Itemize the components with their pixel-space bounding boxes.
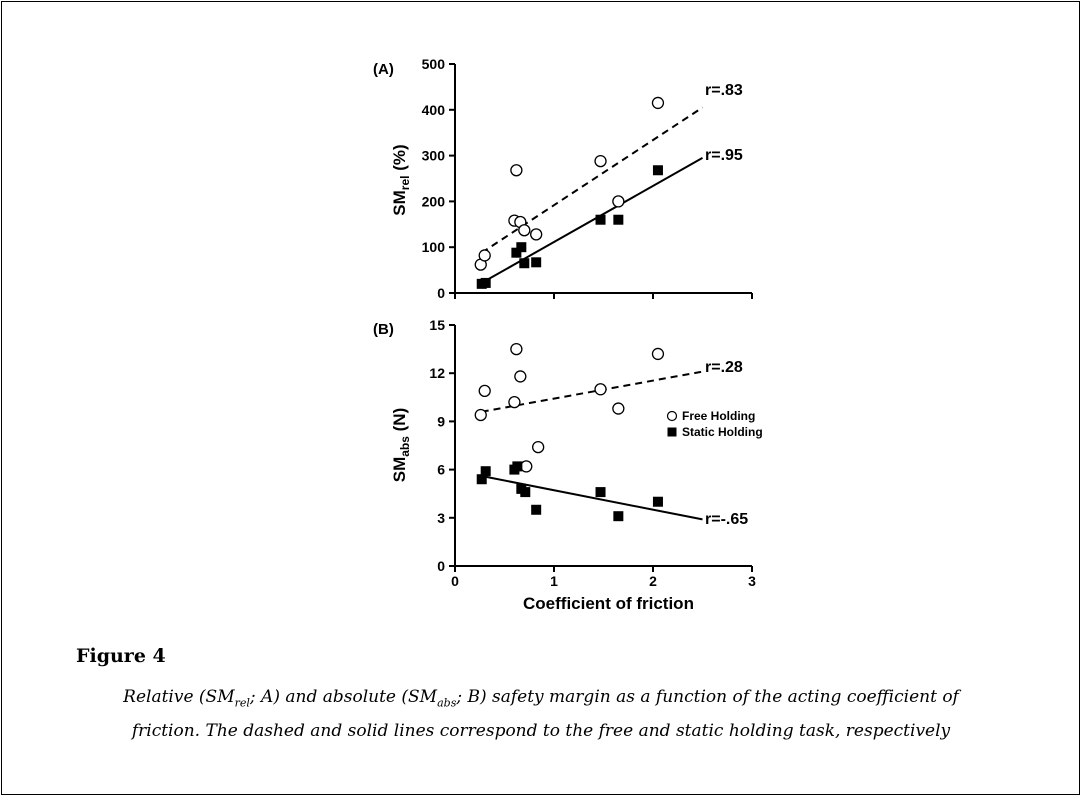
static-holding-point (613, 511, 624, 522)
free-holding-point (510, 342, 523, 356)
legend-static-holding-marker (667, 427, 677, 437)
figure-label: Figure 4 (76, 645, 166, 667)
y-tick-label: 100 (422, 239, 446, 255)
x-axis-label: Coefficient of friction (523, 594, 694, 613)
caption-text: ; A) and absolute (SM (249, 687, 438, 707)
r-value-label: r=-.65 (705, 511, 748, 528)
static-holding-point (613, 214, 624, 225)
y-tick-label: 6 (437, 462, 445, 478)
y-tick-label: 9 (437, 413, 445, 429)
y-tick-label: 400 (422, 102, 446, 118)
free-holding-point (514, 370, 527, 383)
y-tick-label: 0 (437, 558, 445, 574)
legend-free-holding-marker (666, 410, 678, 422)
free-holding-point (594, 383, 607, 396)
static-holding-point (476, 474, 487, 485)
y-tick-label: 200 (422, 193, 446, 209)
y-tick-label: 12 (429, 365, 445, 381)
y-tick-label: 0 (437, 285, 445, 301)
panel-label: (A) (373, 61, 394, 78)
free-holding-point (518, 224, 531, 237)
static-holding-point (511, 247, 522, 258)
free-holding-point (510, 164, 523, 177)
x-tick-label: 2 (649, 573, 657, 589)
free-holding-point (474, 408, 487, 422)
y-tick-label: 300 (422, 148, 446, 164)
y-tick-label: 15 (429, 317, 445, 333)
r-value-label: r=.95 (705, 147, 743, 164)
y-axis-label: SMrel (%) (390, 144, 412, 215)
free-holding-point (530, 228, 543, 241)
fit-line-static-solid (481, 475, 703, 521)
static-holding-point (520, 487, 531, 498)
free-holding-point (508, 395, 521, 409)
static-holding-point (480, 466, 491, 477)
panel-label: (B) (373, 321, 394, 338)
x-tick-label: 1 (550, 573, 558, 589)
static-holding-point (595, 214, 606, 225)
static-holding-point (516, 242, 527, 253)
x-tick-label: 0 (451, 573, 459, 589)
figure-caption: Relative (SMrel; A) and absolute (SMabs;… (100, 683, 982, 746)
caption-subscript: abs (437, 696, 457, 710)
free-holding-point (594, 154, 607, 168)
static-holding-point (531, 504, 542, 515)
free-holding-point (532, 440, 545, 454)
figure-chart: 0 100 200 300 400 500 (A) SMrel (%) r=.83 r=.95 0 3… (373, 56, 763, 613)
caption-text: ; B) safety margin as a function of the … (131, 687, 959, 742)
free-holding-point (478, 384, 491, 398)
chart-panel-a: 0 100 200 300 400 500 (A) SMrel (%) r=.83 r=.95 (373, 56, 753, 301)
free-holding-point (612, 195, 625, 208)
static-holding-point (480, 277, 491, 288)
static-holding-point (519, 258, 530, 269)
free-holding-point (520, 460, 533, 473)
x-tick-label: 3 (748, 573, 756, 589)
legend-entry-label: Static Holding (682, 425, 763, 439)
r-value-label: r=.83 (705, 82, 743, 99)
static-holding-point (652, 165, 663, 176)
static-holding-point (652, 496, 663, 507)
fit-line-static-solid (481, 157, 703, 284)
free-holding-point (651, 347, 665, 361)
free-holding-point (651, 96, 665, 110)
fit-line-free-dashed (481, 106, 704, 254)
r-value-label: r=.28 (705, 359, 743, 376)
y-axis-label: SMabs (N) (390, 408, 412, 483)
y-tick-label: 3 (437, 510, 445, 526)
caption-text: Relative (SM (123, 687, 235, 707)
legend-entry-label: Free Holding (682, 409, 755, 423)
free-holding-point (478, 249, 491, 262)
static-holding-point (531, 257, 542, 268)
static-holding-point (512, 461, 523, 472)
y-tick-label: 500 (422, 56, 446, 72)
caption-subscript: rel (234, 696, 250, 710)
static-holding-point (595, 487, 606, 498)
free-holding-point (612, 402, 625, 415)
